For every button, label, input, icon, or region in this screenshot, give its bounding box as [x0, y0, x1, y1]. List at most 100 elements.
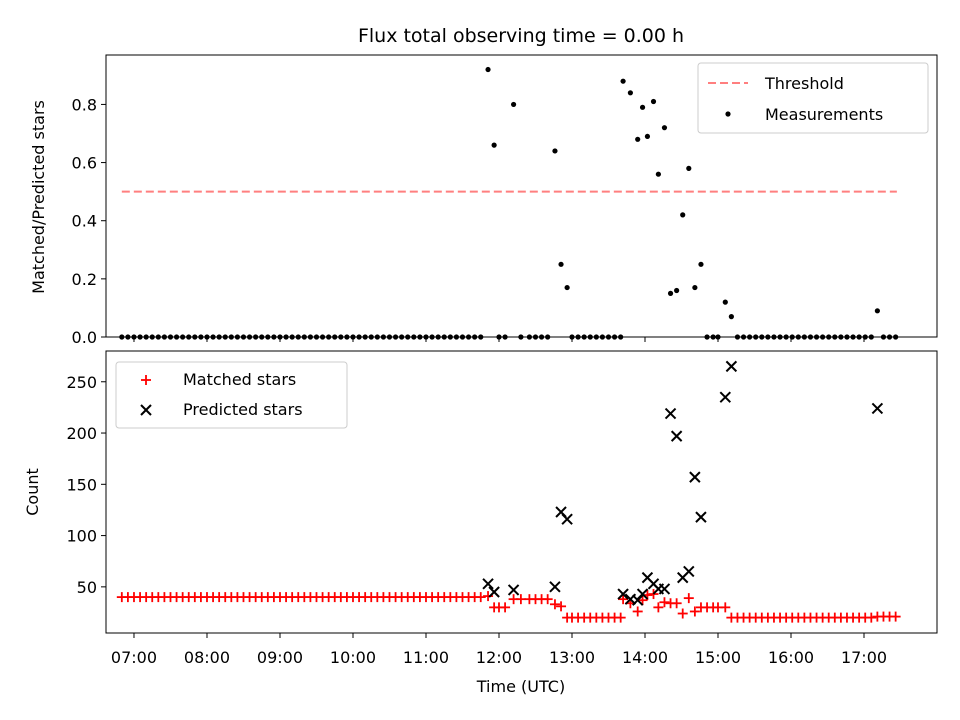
bottom-x-axis-label: Time (UTC) — [476, 677, 565, 696]
measurement-point — [485, 66, 491, 73]
matched-star-point — [549, 599, 560, 610]
predicted-star-point — [549, 581, 561, 593]
measurement-point — [667, 290, 674, 296]
x-tick-label: 12:00 — [476, 648, 522, 667]
predicted-star-point — [664, 407, 677, 420]
top-y-tick-label: 0.2 — [72, 270, 97, 289]
measurement-point — [874, 308, 880, 314]
top-y-tick-label: 0.6 — [72, 154, 97, 173]
x-tick-label: 14:00 — [622, 648, 668, 667]
measurement-point — [491, 142, 497, 148]
predicted-star-point — [695, 511, 707, 523]
chart-title: Flux total observing time = 0.00 h — [358, 25, 684, 47]
predicted-star-point — [689, 471, 701, 483]
top-y-tick-label: 0.8 — [72, 95, 97, 114]
x-tick-label: 07:00 — [111, 648, 157, 667]
top-y-ticks: 0.0 0.2 0.4 0.6 0.8 — [72, 95, 106, 347]
matched-star-point — [618, 594, 629, 605]
legend-plus-mark — [141, 375, 151, 385]
top-y-tick-label: 0.0 — [72, 328, 97, 347]
measurement-point — [620, 78, 626, 84]
bottom-y-ticks: 50 100 150 200 250 — [66, 373, 106, 597]
x-tick-label: 16:00 — [768, 648, 814, 667]
predicted-star-point — [482, 578, 494, 590]
matched-star-point — [689, 606, 700, 617]
x-tick-label: 13:00 — [549, 648, 595, 667]
predicted-stars-points — [482, 360, 884, 606]
predicted-star-point — [507, 584, 520, 596]
top-axes-frame — [105, 54, 938, 338]
measurement-point — [510, 101, 517, 108]
matched-star-point — [542, 594, 553, 605]
top-legend-box — [697, 62, 929, 134]
measurement-point — [552, 148, 558, 154]
predicted-star-point — [683, 565, 695, 578]
matched-star-point — [683, 593, 694, 604]
matched-star-point — [475, 592, 486, 603]
measurement-point — [698, 261, 704, 267]
measurement-point — [644, 133, 651, 140]
matched-star-point — [890, 611, 901, 622]
bottom-y-tick-label: 100 — [66, 527, 97, 546]
legend-measurements-label: Measurements — [765, 105, 883, 124]
bottom-y-tick-label: 200 — [66, 424, 97, 443]
measurement-point — [680, 212, 686, 218]
measurement-point — [564, 284, 570, 291]
predicted-star-point — [636, 588, 649, 600]
bottom-x-ticks: 07:00 08:00 09:00 10:00 11:00 12:00 13:00 14:00… — [111, 633, 887, 667]
predicted-star-point — [871, 402, 884, 415]
x-tick-label: 17:00 — [841, 648, 887, 667]
measurement-point — [722, 299, 728, 305]
matched-star-point — [653, 602, 664, 613]
matched-star-point — [866, 612, 877, 623]
measurement-point — [635, 136, 641, 142]
top-panel: Flux total observing time = 0.00 h Match… — [29, 25, 938, 347]
predicted-star-point — [488, 586, 500, 598]
legend-predicted-stars-label: Predicted stars — [183, 400, 303, 419]
matched-star-point — [500, 602, 511, 613]
measurement-point — [627, 90, 633, 96]
matched-star-point — [677, 608, 688, 619]
predicted-star-point — [617, 588, 629, 600]
measurement-point — [728, 314, 734, 320]
bottom-legend: Matched stars Predicted stars — [115, 361, 348, 429]
x-tick-label: 11:00 — [403, 648, 449, 667]
measurement-point — [692, 284, 698, 291]
x-tick-label: 08:00 — [184, 648, 230, 667]
matched-star-point — [483, 591, 494, 602]
matched-star-point — [615, 612, 626, 623]
bottom-y-tick-label: 50 — [77, 578, 97, 597]
predicted-star-point — [725, 360, 738, 373]
x-tick-label: 09:00 — [257, 648, 303, 667]
top-y-tick-label: 0.4 — [72, 212, 97, 231]
matched-star-point — [720, 602, 731, 613]
matched-star-point — [671, 598, 682, 609]
matched-star-point — [515, 594, 526, 605]
top-y-axis-label: Matched/Predicted stars — [29, 100, 48, 294]
matched-star-point — [637, 595, 648, 606]
measurement-point — [686, 165, 692, 171]
legend-matched-stars-swatch — [141, 375, 151, 385]
measurement-point — [639, 104, 646, 110]
matched-star-point — [556, 601, 567, 612]
predicted-star-point — [719, 391, 732, 403]
bottom-y-axis-label: Count — [23, 468, 42, 516]
bottom-y-tick-label: 150 — [66, 475, 97, 494]
legend-predicted-stars-swatch — [140, 404, 152, 416]
measurement-point — [674, 287, 680, 294]
bottom-panel: Count Time (UTC) 50 100 150 200 250 07:00 08:… — [23, 350, 938, 696]
bottom-axes-frame — [105, 350, 938, 634]
measurement-point — [661, 125, 668, 131]
measurement-point — [655, 171, 661, 177]
matched-star-point — [659, 597, 670, 608]
bottom-y-tick-label: 250 — [66, 373, 97, 392]
top-legend: Threshold Measurements — [697, 62, 929, 134]
measurement-point — [650, 98, 657, 105]
legend-measurements-swatch — [725, 111, 731, 117]
x-tick-label: 10:00 — [330, 648, 376, 667]
measurement-point — [558, 261, 564, 267]
legend-threshold-label: Threshold — [764, 74, 844, 93]
legend-x-mark — [140, 404, 152, 416]
predicted-star-point — [658, 583, 671, 595]
x-tick-label: 15:00 — [695, 648, 741, 667]
